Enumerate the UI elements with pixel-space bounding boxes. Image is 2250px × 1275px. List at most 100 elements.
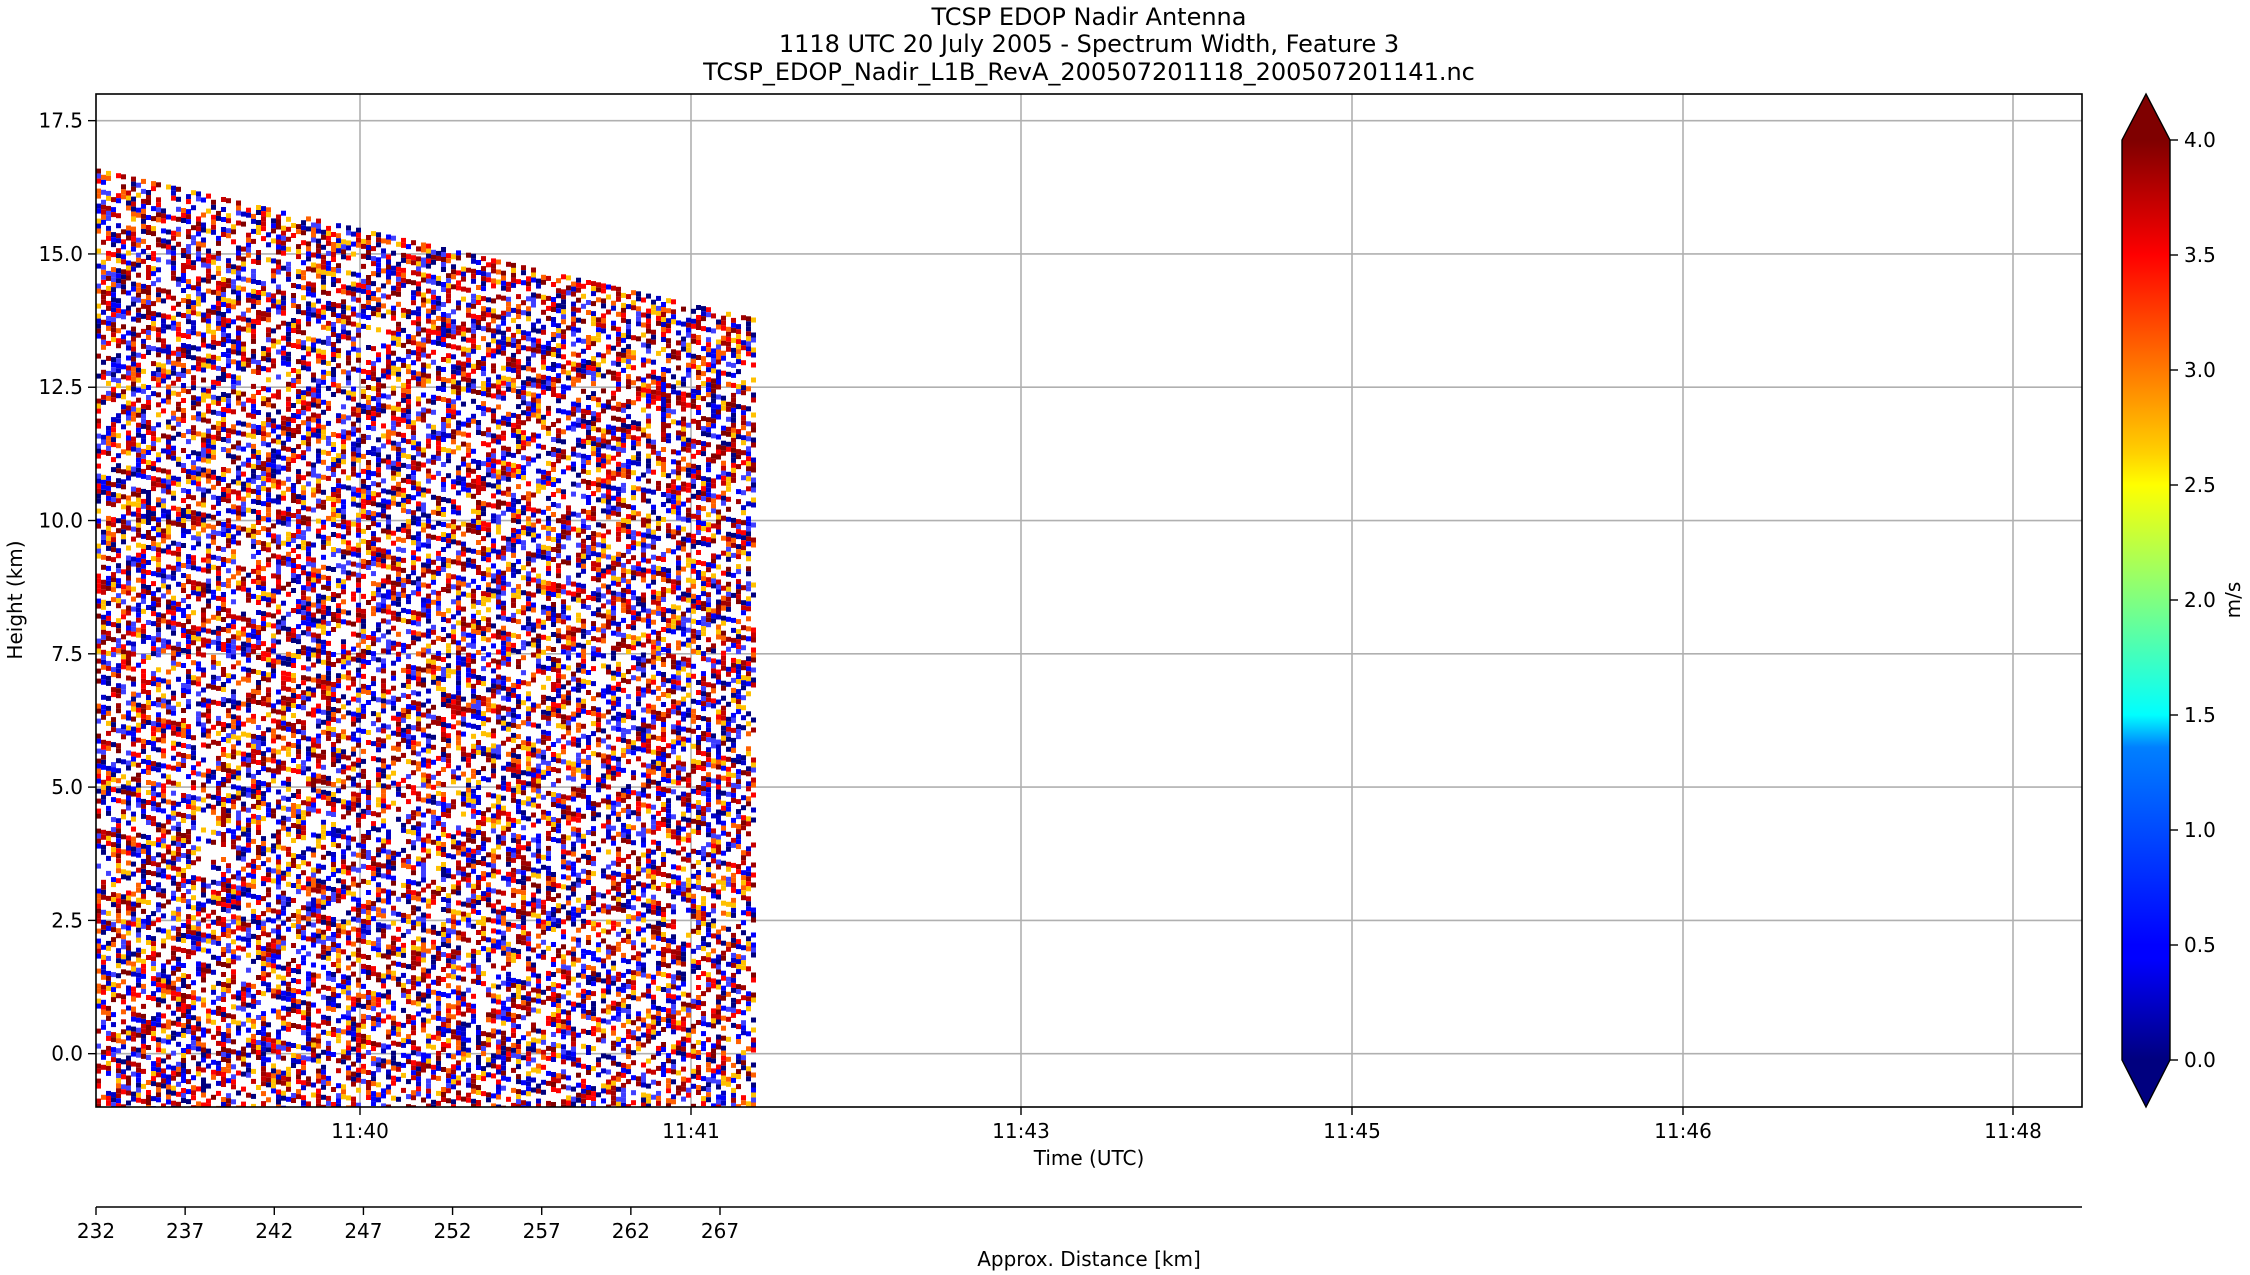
heatmap-cell <box>276 439 281 445</box>
heatmap-cell <box>251 1023 256 1029</box>
heatmap-cell <box>171 450 176 456</box>
heatmap-cell <box>186 479 191 485</box>
heatmap-cell <box>101 974 106 980</box>
heatmap-cell <box>111 422 116 428</box>
heatmap-cell <box>336 493 341 499</box>
heatmap-cell <box>226 1098 231 1104</box>
heatmap-cell <box>181 718 186 723</box>
heatmap-cell <box>136 502 141 508</box>
heatmap-cell <box>141 598 146 604</box>
heatmap-cell <box>131 716 136 722</box>
heatmap-cell <box>121 954 126 960</box>
heatmap-cell <box>271 1063 276 1069</box>
heatmap-cell <box>196 241 201 247</box>
heatmap-cell <box>166 419 171 425</box>
heatmap-cell <box>181 728 186 733</box>
heatmap-cell <box>291 858 296 863</box>
heatmap-cell <box>121 969 126 975</box>
heatmap-cell <box>191 810 196 816</box>
heatmap-cell <box>266 562 271 568</box>
heatmap-cell <box>301 1065 306 1071</box>
heatmap-cell <box>291 988 296 993</box>
heatmap-cell <box>286 326 291 332</box>
heatmap-cell <box>296 469 301 475</box>
heatmap-cell <box>236 680 241 686</box>
heatmap-cell <box>291 813 296 818</box>
heatmap-cell <box>196 191 201 197</box>
heatmap-cell <box>151 311 156 317</box>
heatmap-cell <box>306 446 311 452</box>
heatmap-cell <box>186 244 191 250</box>
heatmap-cell <box>106 810 111 816</box>
heatmap-cell <box>176 456 181 462</box>
heatmap-cell <box>121 339 126 345</box>
heatmap-cell <box>196 721 201 727</box>
heatmap-cell <box>181 263 186 268</box>
heatmap-cell <box>291 993 296 998</box>
heatmap-cell <box>296 1069 301 1075</box>
heatmap-cell <box>191 880 196 886</box>
heatmap-cell <box>201 432 206 438</box>
heatmap-cell <box>166 424 171 430</box>
heatmap-cell <box>191 930 196 936</box>
heatmap-cell <box>101 739 106 745</box>
heatmap-cell <box>266 942 271 948</box>
heatmap-cell <box>261 356 266 362</box>
heatmap-cell <box>306 1001 311 1007</box>
heatmap-cell <box>116 598 121 604</box>
heatmap-cell <box>266 292 271 298</box>
heatmap-cell <box>176 781 181 787</box>
heatmap-cell <box>256 585 261 590</box>
heatmap-cell <box>231 754 236 760</box>
heatmap-cell <box>241 666 246 672</box>
heatmap-cell <box>141 923 146 929</box>
heatmap-cell <box>136 307 141 313</box>
heatmap-cell <box>151 1096 156 1102</box>
heatmap-cell <box>256 295 261 300</box>
heatmap-cell <box>221 737 226 742</box>
heatmap-cell <box>136 1092 141 1098</box>
heatmap-cell <box>331 832 336 837</box>
heatmap-cell <box>246 207 251 213</box>
heatmap-cell <box>181 663 186 668</box>
heatmap-cell <box>241 916 246 922</box>
heatmap-cell <box>236 375 241 381</box>
heatmap-cell <box>251 433 256 439</box>
heatmap-cell <box>216 310 221 316</box>
heatmap-cell <box>126 620 131 626</box>
heatmap-cell <box>331 867 336 872</box>
heatmap-cell <box>306 756 311 762</box>
heatmap-cell <box>136 932 141 938</box>
heatmap-cell <box>261 921 266 927</box>
heatmap-cell <box>306 551 311 557</box>
heatmap-cell <box>101 534 106 540</box>
heatmap-cell <box>201 797 206 803</box>
heatmap-cell <box>141 218 146 224</box>
heatmap-cell <box>316 953 321 959</box>
heatmap-cell <box>241 676 246 682</box>
heatmap-cell <box>226 498 231 504</box>
heatmap-cell <box>231 409 236 415</box>
heatmap-cell <box>106 430 111 436</box>
heatmap-cell <box>236 1070 241 1076</box>
heatmap-cell <box>331 807 336 812</box>
heatmap-cell <box>316 878 321 884</box>
heatmap-cell <box>231 804 236 810</box>
heatmap-cell <box>261 621 266 627</box>
heatmap-cell <box>141 313 146 319</box>
heatmap-cell <box>141 758 146 764</box>
heatmap-cell <box>151 316 156 322</box>
heatmap-cell <box>226 778 231 784</box>
heatmap-cell <box>211 214 216 220</box>
heatmap-cell <box>126 610 131 616</box>
heatmap-cell <box>96 548 101 554</box>
heatmap-cell <box>311 707 316 713</box>
heatmap-cell <box>261 876 266 882</box>
heatmap-cell <box>131 1031 136 1037</box>
heatmap-cell <box>116 688 121 694</box>
heatmap-cell <box>171 860 176 866</box>
heatmap-cell <box>151 651 156 657</box>
heatmap-cell <box>116 933 121 939</box>
heatmap-cell <box>336 458 341 464</box>
heatmap-cell <box>161 313 166 319</box>
